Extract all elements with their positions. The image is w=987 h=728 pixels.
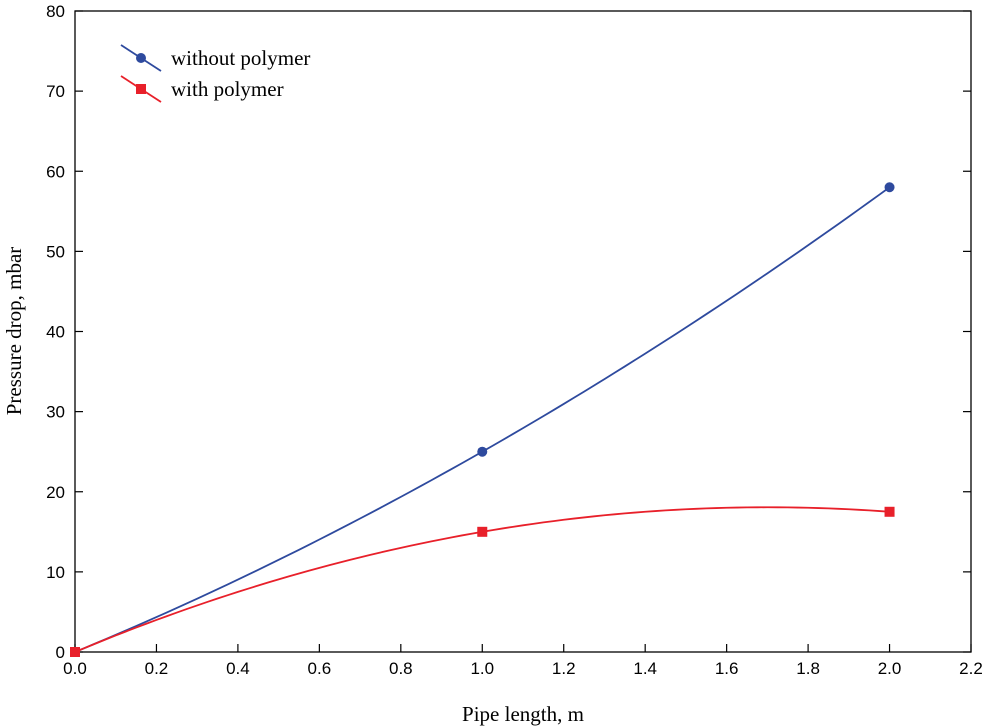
y-axis-ticks: 0 10 20 30 40 50 60 70 80 bbox=[46, 2, 971, 662]
x-tick-label: 1.4 bbox=[633, 659, 657, 678]
legend-marker bbox=[136, 84, 146, 94]
y-tick-label: 70 bbox=[46, 82, 65, 101]
x-tick-label: 0.6 bbox=[308, 659, 332, 678]
x-tick-label: 0.2 bbox=[145, 659, 169, 678]
x-axis-ticks: 0.0 0.2 0.4 0.6 0.8 1.0 1.2 1.4 1.6 1.8 2.0 2.2 bbox=[63, 644, 983, 678]
x-tick-label: 1.0 bbox=[470, 659, 494, 678]
data-point-with-polymer bbox=[884, 506, 895, 517]
series-layer bbox=[70, 182, 895, 657]
y-tick-label: 80 bbox=[46, 2, 65, 21]
x-tick-label: 0.8 bbox=[389, 659, 413, 678]
x-tick-label: 1.6 bbox=[715, 659, 739, 678]
x-tick-label: 0.4 bbox=[226, 659, 250, 678]
data-point-with-polymer bbox=[70, 647, 80, 657]
y-tick-label: 30 bbox=[46, 403, 65, 422]
y-tick-label: 50 bbox=[46, 242, 65, 261]
x-tick-label: 1.2 bbox=[552, 659, 576, 678]
x-tick-label: 1.8 bbox=[796, 659, 820, 678]
x-axis-title: Pipe length, m bbox=[462, 702, 584, 726]
y-tick-label: 40 bbox=[46, 323, 65, 342]
data-point-without-polymer bbox=[477, 446, 488, 457]
y-tick-label: 60 bbox=[46, 162, 65, 181]
legend-label: with polymer bbox=[171, 77, 284, 101]
plot-frame bbox=[74, 10, 972, 653]
data-point-with-polymer bbox=[477, 526, 488, 537]
legend-label: without polymer bbox=[171, 46, 310, 70]
y-axis-title: Pressure drop, mbar bbox=[2, 247, 26, 416]
x-tick-label: 0.0 bbox=[63, 659, 87, 678]
y-tick-label: 10 bbox=[46, 563, 65, 582]
x-tick-label: 2.2 bbox=[959, 659, 983, 678]
y-tick-label: 20 bbox=[46, 483, 65, 502]
x-tick-label: 2.0 bbox=[878, 659, 902, 678]
legend-marker bbox=[136, 53, 146, 63]
data-point-without-polymer bbox=[884, 182, 895, 193]
series-line-without-polymer bbox=[74, 186, 891, 653]
legend: without polymer with polymer bbox=[120, 44, 310, 103]
y-tick-label: 0 bbox=[56, 643, 65, 662]
